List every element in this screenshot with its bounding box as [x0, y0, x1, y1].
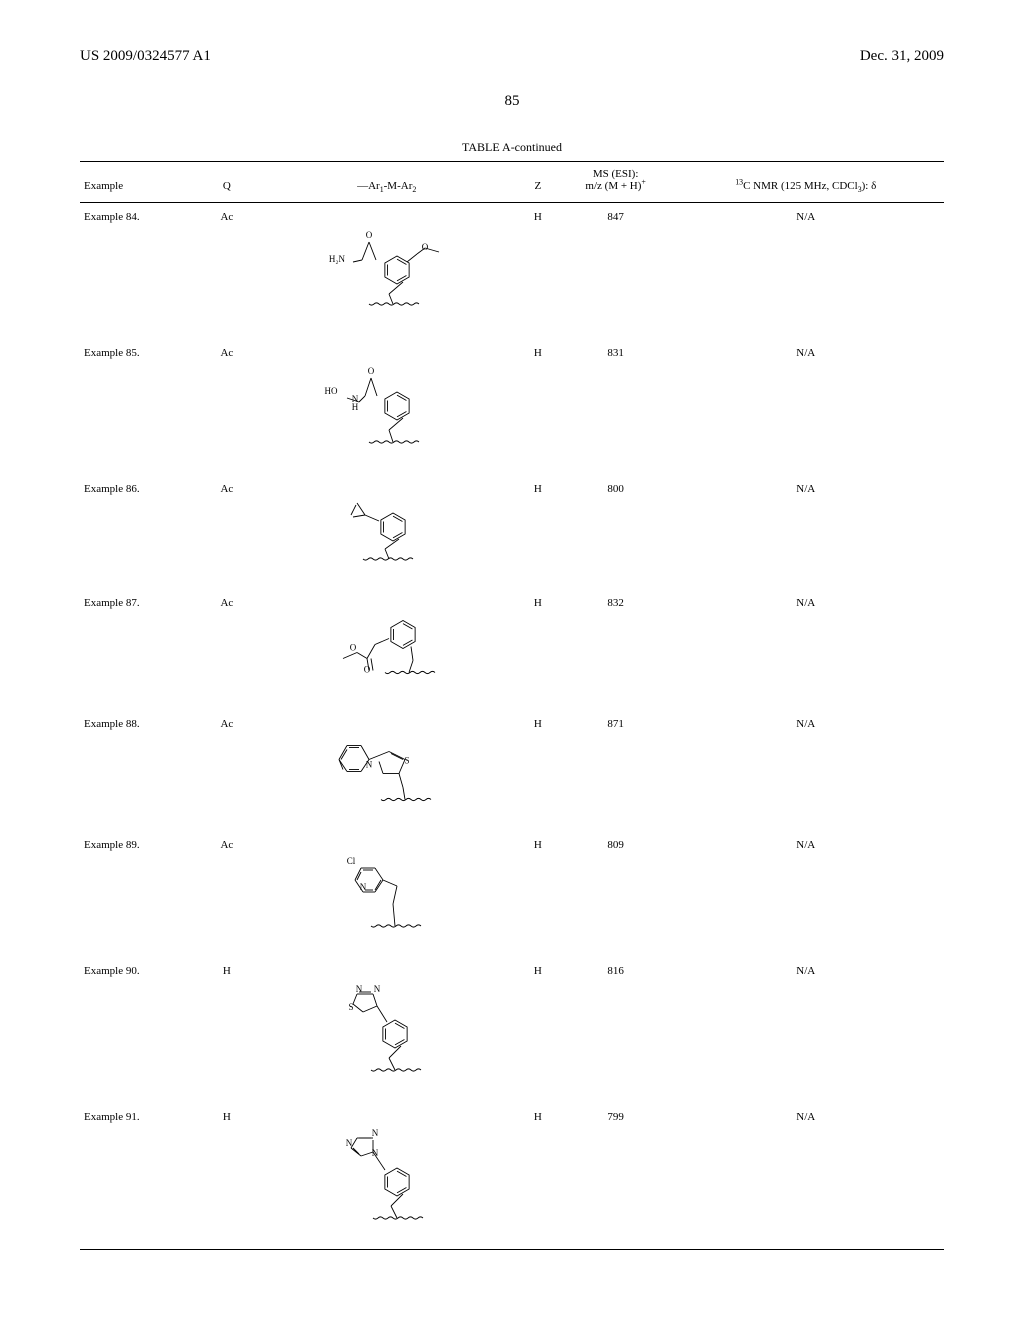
- svg-text:O: O: [365, 230, 372, 240]
- svg-text:S: S: [404, 756, 409, 766]
- svg-text:Cl: Cl: [346, 856, 355, 866]
- cell-ms: 816: [564, 957, 668, 1103]
- patent-date: Dec. 31, 2009: [860, 48, 944, 65]
- cell-z: H: [512, 957, 564, 1103]
- svg-text:N: N: [359, 882, 366, 892]
- cell-structure: NS: [261, 710, 512, 831]
- cell-nmr: N/A: [667, 589, 944, 710]
- svg-text:N: N: [345, 1138, 352, 1148]
- table-row: Example 88. Ac NS H 871 N/A: [80, 710, 944, 831]
- cell-ms: 809: [564, 831, 668, 957]
- cell-nmr: N/A: [667, 339, 944, 475]
- cell-z: H: [512, 475, 564, 589]
- cell-nmr: N/A: [667, 1103, 944, 1249]
- cell-z: H: [512, 1103, 564, 1249]
- cell-q: Ac: [192, 710, 261, 831]
- cell-ms: 799: [564, 1103, 668, 1249]
- cell-ms: 847: [564, 203, 668, 340]
- svg-text:O: O: [363, 665, 370, 675]
- cell-z: H: [512, 710, 564, 831]
- table-container: Example Q —Ar1-M-Ar2 Z MS (ESI): m/z (M …: [80, 161, 944, 1250]
- svg-text:N: N: [355, 984, 362, 994]
- page-header: US 2009/0324577 A1 Dec. 31, 2009: [80, 48, 944, 65]
- svg-text:N: N: [371, 1148, 378, 1158]
- cell-q: Ac: [192, 589, 261, 710]
- cell-z: H: [512, 589, 564, 710]
- cell-ms: 832: [564, 589, 668, 710]
- cell-q: H: [192, 1103, 261, 1249]
- col-ms: MS (ESI): m/z (M + H)+: [564, 162, 668, 203]
- patent-number: US 2009/0324577 A1: [80, 48, 211, 65]
- cell-nmr: N/A: [667, 831, 944, 957]
- cell-structure: O H₂N O: [261, 203, 512, 340]
- svg-text:S: S: [348, 1002, 353, 1012]
- col-ar: —Ar1-M-Ar2: [261, 162, 512, 203]
- cell-z: H: [512, 339, 564, 475]
- table-row: Example 86. Ac H 800 N/A: [80, 475, 944, 589]
- cell-q: Ac: [192, 203, 261, 340]
- svg-text:H: H: [351, 402, 358, 412]
- cell-nmr: N/A: [667, 203, 944, 340]
- cell-structure: Cl N: [261, 831, 512, 957]
- svg-text:N: N: [371, 1128, 378, 1138]
- svg-text:N: N: [373, 984, 380, 994]
- table-row: Example 91. H NNN H 799 N/A: [80, 1103, 944, 1249]
- cell-example: Example 87.: [80, 589, 192, 710]
- cell-structure: NNN: [261, 1103, 512, 1249]
- svg-text:HO: HO: [324, 386, 337, 396]
- svg-text:O: O: [367, 366, 374, 376]
- cell-q: Ac: [192, 339, 261, 475]
- table-row: Example 90. H NNS H 816 N/A: [80, 957, 944, 1103]
- table-row: Example 89. Ac Cl N H 809 N/A: [80, 831, 944, 957]
- table-title: TABLE A-continued: [80, 140, 944, 155]
- cell-example: Example 89.: [80, 831, 192, 957]
- cell-nmr: N/A: [667, 475, 944, 589]
- cell-nmr: N/A: [667, 710, 944, 831]
- col-example: Example: [80, 162, 192, 203]
- cell-example: Example 85.: [80, 339, 192, 475]
- cell-q: Ac: [192, 475, 261, 589]
- table-body: Example 84. Ac O H₂N O H 847 N/A Example 8…: [80, 203, 944, 1250]
- cell-ms: 831: [564, 339, 668, 475]
- col-z: Z: [512, 162, 564, 203]
- cell-z: H: [512, 831, 564, 957]
- col-q: Q: [192, 162, 261, 203]
- cell-example: Example 91.: [80, 1103, 192, 1249]
- svg-text:O: O: [421, 242, 428, 252]
- cell-structure: [261, 475, 512, 589]
- svg-text:N: N: [365, 760, 372, 770]
- cell-example: Example 86.: [80, 475, 192, 589]
- cell-structure: OO: [261, 589, 512, 710]
- table-row: Example 84. Ac O H₂N O H 847 N/A: [80, 203, 944, 340]
- cell-ms: 871: [564, 710, 668, 831]
- compound-table: Example Q —Ar1-M-Ar2 Z MS (ESI): m/z (M …: [80, 162, 944, 1249]
- cell-structure: NNS: [261, 957, 512, 1103]
- table-row: Example 87. Ac OO H 832 N/A: [80, 589, 944, 710]
- page-number: 85: [80, 93, 944, 110]
- table-row: Example 85. Ac OHONH H 831 N/A: [80, 339, 944, 475]
- cell-structure: OHONH: [261, 339, 512, 475]
- table-header-row: Example Q —Ar1-M-Ar2 Z MS (ESI): m/z (M …: [80, 162, 944, 203]
- col-nmr: 13C NMR (125 MHz, CDCl3): δ: [667, 162, 944, 203]
- cell-example: Example 84.: [80, 203, 192, 340]
- svg-text:H₂N: H₂N: [329, 254, 346, 264]
- svg-text:O: O: [349, 643, 356, 653]
- cell-z: H: [512, 203, 564, 340]
- cell-nmr: N/A: [667, 957, 944, 1103]
- cell-example: Example 90.: [80, 957, 192, 1103]
- cell-q: H: [192, 957, 261, 1103]
- cell-ms: 800: [564, 475, 668, 589]
- cell-example: Example 88.: [80, 710, 192, 831]
- cell-q: Ac: [192, 831, 261, 957]
